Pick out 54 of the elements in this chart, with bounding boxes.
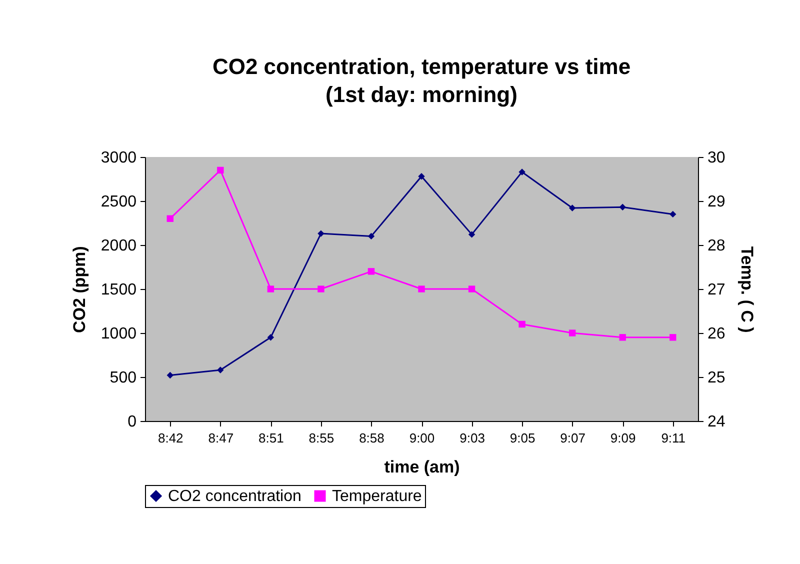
x-tick-label: 8:42 [158, 430, 184, 446]
point [267, 286, 274, 292]
x-tick-label: 8:55 [308, 430, 334, 446]
y2-tick-label: 24 [708, 414, 726, 430]
point [418, 286, 425, 292]
legend-label: Temperature [332, 488, 422, 505]
y-tick-label: 500 [110, 370, 137, 386]
point [670, 334, 676, 341]
legend-label: CO2 concentration [168, 488, 302, 505]
x-tick-label: 9:05 [510, 430, 536, 446]
x-tick-label: 9:03 [460, 430, 485, 446]
x-tick-label: 8:58 [359, 430, 384, 446]
x-tick-label: 8:47 [208, 430, 234, 446]
point [568, 330, 576, 336]
chart-subtitle: (1st day: morning) [326, 82, 518, 107]
y2-tick-label: 30 [708, 150, 726, 166]
point [619, 204, 626, 211]
point [670, 210, 676, 218]
x-tick-label: 9:11 [661, 430, 686, 446]
y-tick-label: 1500 [100, 282, 137, 298]
y2-tick-label: 27 [708, 282, 726, 298]
point [217, 166, 224, 174]
point [468, 231, 476, 238]
y2-axis-title: Temp. ( C ) [737, 246, 756, 333]
point [418, 173, 425, 180]
point [518, 320, 526, 328]
point [368, 232, 375, 240]
y-tick-label: 3000 [100, 150, 137, 166]
y-tick-label: 2000 [100, 238, 137, 254]
y2-tick-label: 29 [708, 194, 726, 210]
y-tick-label: 0 [128, 414, 137, 430]
point [267, 334, 274, 341]
x-axis-title: time (am) [384, 458, 460, 476]
y2-tick-label: 28 [708, 238, 726, 254]
y2-tick-label: 25 [708, 370, 726, 386]
point [318, 286, 324, 292]
point [318, 230, 324, 237]
x-tick-label: 9:07 [560, 430, 586, 446]
point [166, 372, 174, 379]
y-axis-title: CO2 (ppm) [70, 246, 89, 333]
x-tick-label: 9:00 [409, 430, 435, 446]
chart-title: CO2 concentration, temperature vs time [212, 54, 631, 79]
point [468, 286, 476, 292]
point [166, 215, 174, 222]
x-tick-label: 8:51 [258, 430, 284, 446]
y-tick-label: 2500 [100, 194, 137, 210]
point [217, 366, 224, 374]
y-tick-label: 1000 [100, 326, 137, 342]
point [518, 168, 526, 176]
point [368, 268, 375, 275]
y2-tick-label: 26 [708, 326, 726, 342]
point [568, 204, 576, 212]
point [619, 334, 626, 341]
x-tick-label: 9:09 [610, 430, 636, 446]
